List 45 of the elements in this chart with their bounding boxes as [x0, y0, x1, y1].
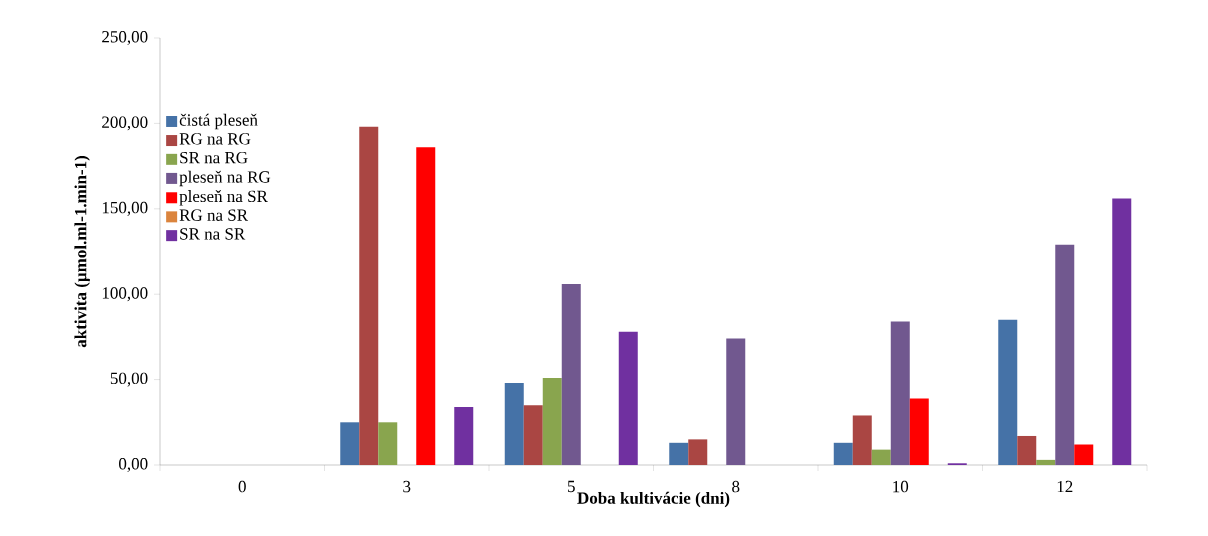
bar: [1036, 459, 1056, 465]
x-tick-label: 3: [403, 480, 411, 493]
legend-label: RG na RG: [179, 133, 251, 145]
bar: [523, 405, 543, 465]
bar: [871, 449, 891, 465]
bar: [378, 422, 398, 465]
y-tick-label: 150,00: [102, 201, 148, 216]
y-tick-label: 50,00: [110, 372, 148, 387]
x-tick-label: 5: [567, 480, 575, 493]
y-axis-title: aktivita (µmol.ml-1.min-1): [74, 155, 90, 348]
bar: [416, 147, 436, 465]
bar: [504, 383, 524, 465]
bar: [726, 338, 746, 465]
bar: [909, 398, 929, 465]
x-tick-label: 10: [893, 480, 909, 493]
x-tick-label: 12: [1057, 480, 1073, 493]
bar: [669, 442, 689, 465]
bar: [542, 377, 562, 465]
bar: [998, 319, 1018, 465]
bar: [833, 442, 853, 465]
bar: [1055, 244, 1075, 465]
y-tick-label: 100,00: [102, 287, 148, 302]
bar: [852, 415, 872, 465]
legend-label: pleseň na RG: [179, 170, 271, 187]
legend-label: SR na RG: [180, 151, 248, 164]
y-tick-label: 250,00: [102, 31, 148, 45]
legend-label: pleseň na SR: [179, 190, 268, 206]
x-axis-title: Doba kultivácie (dni): [577, 491, 730, 508]
legend-label: RG na SR: [179, 209, 249, 221]
bar: [340, 422, 360, 465]
bar: [688, 439, 708, 465]
bar: [1074, 444, 1094, 465]
x-tick-label: 0: [238, 480, 246, 493]
bar: [454, 406, 474, 465]
y-tick-label: 200,00: [102, 116, 148, 131]
bar: [1112, 198, 1132, 465]
bar: [890, 321, 910, 465]
bar: [359, 126, 379, 465]
bar: [1017, 435, 1037, 465]
legend-label: SR na SR: [180, 228, 246, 240]
bar: [561, 283, 581, 465]
legend-label: čistá pleseň: [179, 113, 258, 130]
x-tick-label: 8: [732, 480, 740, 493]
y-tick-label: 0,00: [119, 458, 148, 472]
bar: [618, 331, 638, 465]
